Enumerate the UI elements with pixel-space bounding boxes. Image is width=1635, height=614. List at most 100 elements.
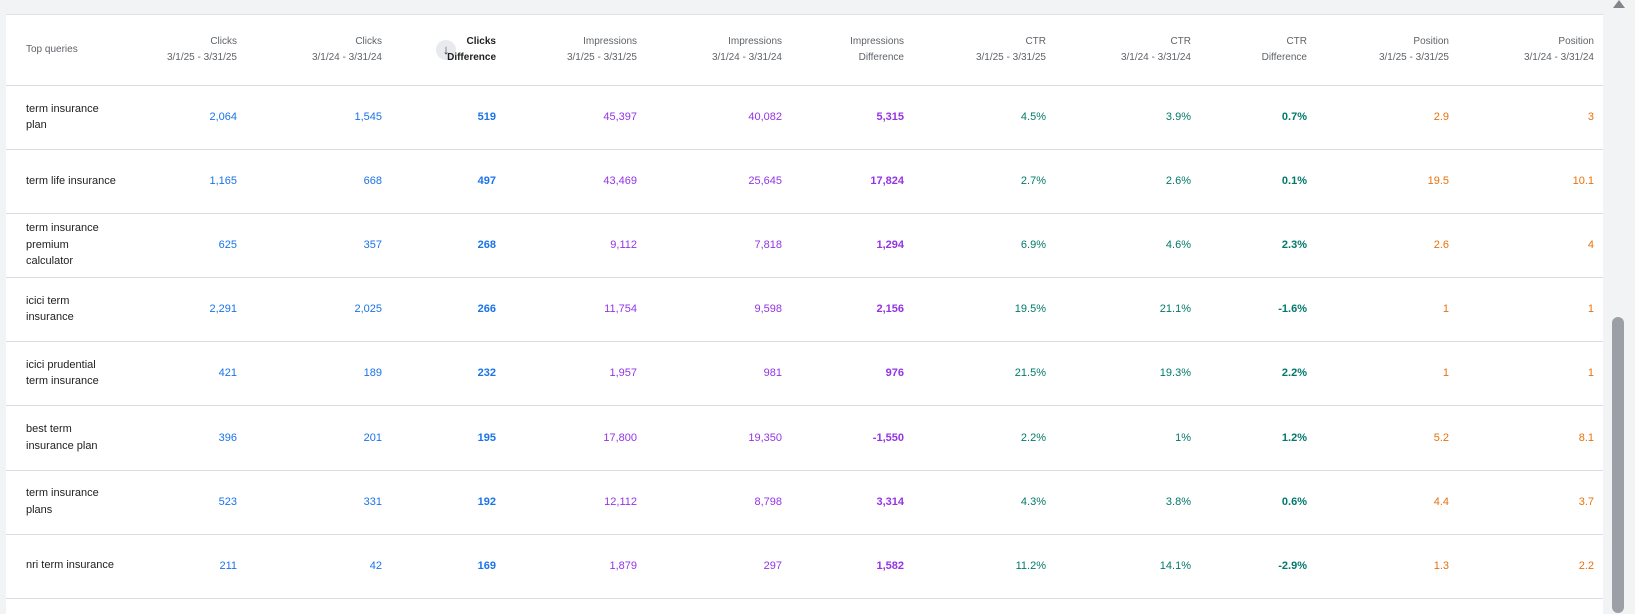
header-clicks-current[interactable]: Clicks 3/1/25 - 3/31/25 (166, 36, 237, 63)
cell-clicks-difference: 497 (477, 175, 496, 188)
cell-ctr-current: 6.9% (1020, 239, 1046, 252)
cell-ctr-current: 19.5% (1014, 303, 1046, 316)
header-position-current[interactable]: Position 3/1/25 - 3/31/25 (1378, 36, 1449, 63)
cell-ctr-previous: 14.1% (1159, 559, 1191, 572)
header-ctr-difference[interactable]: CTR Difference (1261, 36, 1307, 63)
cell-query[interactable]: icici term insurance (26, 294, 74, 324)
table-row[interactable]: best term insurance plan 396 201 195 17,800 1… (6, 406, 1603, 471)
cell-position-previous: 2.2 (1578, 559, 1594, 572)
cell-clicks-current: 2,291 (209, 303, 237, 316)
table-row[interactable]: icici term insurance 2,291 2,025 266 11,754 9… (6, 277, 1603, 343)
cell-clicks-previous: 668 (363, 175, 382, 188)
cell-ctr-previous: 2.6% (1165, 175, 1191, 188)
cell-ctr-current: 11.2% (1015, 559, 1046, 572)
cell-clicks-previous: 331 (363, 495, 382, 508)
cell-ctr-current: 4.5% (1020, 111, 1046, 124)
header-clicks-previous[interactable]: Clicks 3/1/24 - 3/31/24 (311, 36, 382, 63)
cell-impressions-previous: 297 (763, 559, 782, 572)
cell-ctr-difference: -1.6% (1278, 303, 1307, 316)
cell-impressions-current: 12,112 (604, 495, 637, 508)
cell-query[interactable]: nri term insurance (26, 559, 115, 572)
cell-impressions-difference: 3,314 (876, 495, 904, 508)
cell-clicks-previous: 2,025 (354, 303, 382, 316)
table-row[interactable]: term insurance plan 2,064 1,545 519 45,397 40… (6, 85, 1603, 151)
cell-ctr-current: 2.2% (1020, 431, 1046, 444)
cell-impressions-previous: 19,350 (748, 431, 782, 444)
cell-impressions-current: 9,112 (610, 239, 637, 252)
scroll-up-icon[interactable] (1613, 0, 1625, 8)
cell-clicks-difference: 232 (477, 367, 496, 380)
cell-ctr-difference: 1.2% (1281, 431, 1307, 444)
cell-position-previous: 10.1 (1572, 175, 1594, 188)
cell-clicks-current: 2,064 (209, 111, 237, 124)
cell-ctr-current: 21.5% (1014, 367, 1046, 380)
cell-impressions-current: 1,957 (609, 367, 637, 380)
header-clicks-difference[interactable]: Clicks Difference (447, 36, 496, 63)
header-impressions-current[interactable]: Impressions 3/1/25 - 3/31/25 (566, 36, 637, 63)
cell-clicks-previous: 1,545 (354, 111, 382, 124)
cell-position-previous: 1 (1587, 303, 1594, 316)
cell-position-previous: 4 (1587, 239, 1594, 252)
cell-query[interactable]: term insurance plans (26, 487, 99, 516)
cell-impressions-difference: -1,550 (872, 431, 904, 444)
cell-position-current: 19.5 (1427, 175, 1449, 188)
header-ctr-current[interactable]: CTR 3/1/25 - 3/31/25 (975, 36, 1046, 63)
cell-ctr-current: 4.3% (1020, 495, 1046, 508)
cell-query[interactable]: term insurance premium calculator (26, 222, 99, 268)
cell-position-current: 4.4 (1433, 495, 1449, 508)
cell-clicks-current: 523 (218, 495, 237, 508)
cell-position-current: 2.9 (1433, 111, 1449, 124)
cell-position-current: 1 (1442, 303, 1449, 316)
cell-query[interactable]: best term insurance plan (26, 423, 98, 452)
cell-clicks-difference: 519 (477, 111, 496, 124)
table-row[interactable]: term insurance premium calculator 625 357 2… (6, 213, 1603, 279)
cell-impressions-previous: 981 (763, 367, 782, 380)
cell-ctr-difference: 2.3% (1281, 239, 1307, 252)
header-position-previous[interactable]: Position 3/1/24 - 3/31/24 (1523, 36, 1594, 63)
cell-position-previous: 8.1 (1578, 431, 1594, 444)
cell-position-current: 5.2 (1433, 431, 1449, 444)
cell-clicks-previous: 201 (363, 431, 382, 444)
scrollbar-thumb[interactable] (1612, 317, 1624, 613)
cell-position-previous: 3.7 (1578, 495, 1594, 508)
cell-impressions-previous: 9,598 (754, 303, 782, 316)
header-ctr-previous[interactable]: CTR 3/1/24 - 3/31/24 (1120, 36, 1191, 63)
header-impressions-previous[interactable]: Impressions 3/1/24 - 3/31/24 (711, 36, 782, 63)
cell-impressions-difference: 5,315 (876, 111, 904, 124)
cell-impressions-current: 17,800 (603, 431, 637, 444)
cell-query[interactable]: icici prudential term insurance (26, 358, 99, 388)
cell-ctr-previous: 1% (1175, 431, 1191, 444)
header-impressions-difference[interactable]: Impressions Difference (850, 36, 904, 63)
cell-ctr-previous: 3.9% (1165, 111, 1191, 124)
cell-impressions-current: 11,754 (604, 303, 637, 316)
cell-clicks-difference: 195 (477, 431, 496, 444)
table-header: Top queries Clicks 3/1/25 - 3/31/25 Clic… (6, 15, 1603, 86)
header-top-queries[interactable]: Top queries (26, 44, 78, 55)
arrow-down-icon[interactable]: ↓ (436, 40, 456, 60)
queries-table: Top queries Clicks 3/1/25 - 3/31/25 Clic… (6, 14, 1603, 614)
table-row[interactable]: term insurance plans 523 331 192 12,112 8,798… (6, 470, 1603, 535)
table-row[interactable]: nri term insurance 211 42 169 1,879 297 1,582 1… (6, 534, 1603, 599)
cell-position-current: 1 (1442, 367, 1449, 380)
vertical-scrollbar[interactable] (1603, 0, 1635, 613)
table-row[interactable]: term life insurance 1,165 668 497 43,469 25,6… (6, 149, 1603, 215)
cell-clicks-current: 396 (218, 431, 237, 444)
cell-clicks-difference: 266 (477, 303, 496, 316)
cell-impressions-difference: 17,824 (870, 175, 904, 188)
cell-query[interactable]: term insurance plan (26, 102, 99, 132)
cell-impressions-difference: 1,294 (876, 239, 904, 252)
table-row[interactable]: icici prudential term insurance 421 189 232… (6, 341, 1603, 407)
cell-ctr-previous: 19.3% (1159, 367, 1191, 380)
cell-clicks-previous: 189 (363, 367, 382, 380)
cell-impressions-current: 45,397 (603, 111, 637, 124)
cell-clicks-previous: 357 (363, 239, 382, 252)
cell-query[interactable]: term life insurance (26, 174, 116, 187)
cell-clicks-current: 211 (219, 559, 237, 572)
cell-clicks-difference: 268 (477, 239, 496, 252)
cell-clicks-current: 421 (218, 367, 237, 380)
cell-ctr-difference: 0.1% (1281, 175, 1307, 188)
cell-impressions-difference: 976 (885, 367, 904, 380)
cell-ctr-previous: 21.1% (1159, 303, 1191, 316)
cell-clicks-previous: 42 (369, 559, 382, 572)
cell-impressions-difference: 2,156 (876, 303, 904, 316)
